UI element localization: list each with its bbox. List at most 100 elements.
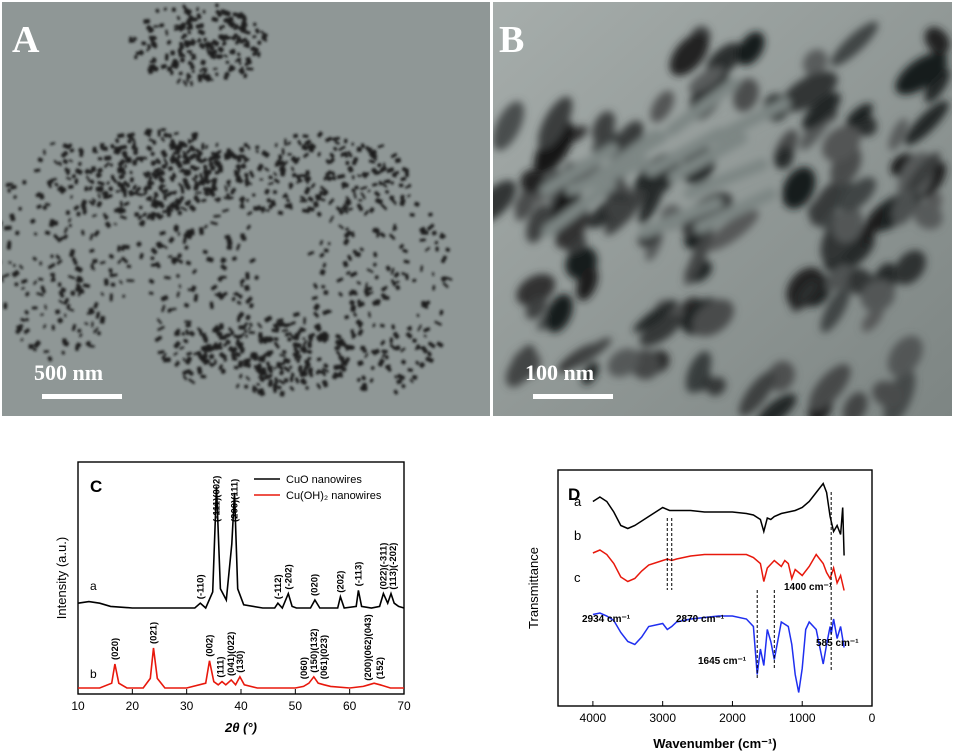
nanowire-particle bbox=[171, 307, 177, 311]
nanowire-particle bbox=[258, 332, 263, 339]
nanowire-particle bbox=[129, 191, 138, 196]
nanoparticle bbox=[830, 21, 879, 67]
nanowire-particle bbox=[28, 344, 34, 349]
nanowire-particle bbox=[20, 317, 26, 322]
nanowire-particle bbox=[57, 185, 64, 191]
nanowire-particle bbox=[206, 359, 211, 363]
nanowire-particle bbox=[243, 158, 250, 163]
nanowire-particle bbox=[126, 264, 132, 269]
nanowire-particle bbox=[63, 227, 68, 234]
nanowire-particle bbox=[322, 309, 331, 316]
nanowire-particle bbox=[288, 182, 293, 186]
nanowire-particle bbox=[383, 179, 391, 184]
nanoparticle bbox=[591, 131, 619, 153]
nanoparticle bbox=[607, 348, 640, 378]
nanowire-particle bbox=[338, 224, 344, 230]
ftir-series-line bbox=[592, 481, 845, 556]
nanowire-particle bbox=[391, 324, 396, 330]
nanowire-particle bbox=[66, 176, 72, 181]
nanowire-particle bbox=[66, 303, 71, 310]
nanowire-particle bbox=[185, 148, 192, 154]
nanowire-particle bbox=[237, 58, 242, 66]
nanowire-particle bbox=[356, 146, 362, 152]
nanowire-particle bbox=[158, 176, 166, 184]
nanowire-particle bbox=[134, 212, 140, 217]
nanowire-particle bbox=[367, 147, 373, 153]
nanowire-particle bbox=[117, 159, 126, 167]
nanowire-particle bbox=[386, 366, 392, 372]
nanowire-particle bbox=[275, 321, 283, 328]
nanowire-particle bbox=[163, 7, 167, 11]
panel-d-ftir-chart: D 4000 3000 2000 1000 0 2934 cm⁻¹ 2870 cm⁻¹ 14… bbox=[520, 440, 954, 756]
nanowire-particle bbox=[182, 375, 188, 381]
nanowire-particle bbox=[347, 207, 353, 211]
nanowire-particle bbox=[173, 26, 182, 31]
nanowire-particle bbox=[196, 7, 199, 12]
nanowire-particle bbox=[401, 383, 406, 389]
nanowire-particle bbox=[210, 284, 218, 291]
nanowire-particle bbox=[299, 199, 308, 203]
nanowire-particle bbox=[245, 40, 250, 48]
nanowire-particle bbox=[200, 374, 207, 379]
nanowire-particle bbox=[268, 181, 274, 186]
nanowire-particle bbox=[155, 158, 162, 165]
nanowire-particle bbox=[293, 312, 300, 317]
nanowire-particle bbox=[244, 172, 249, 178]
nanorod bbox=[539, 143, 619, 196]
nanowire-particle bbox=[10, 184, 17, 190]
nanowire-particle bbox=[178, 71, 183, 76]
nanowire-particle bbox=[298, 365, 303, 372]
nanoparticle bbox=[555, 206, 590, 249]
nanoparticle bbox=[860, 279, 896, 312]
nanowire-particle bbox=[311, 295, 318, 301]
nanowire-particle bbox=[356, 299, 361, 304]
nanowire-particle bbox=[240, 163, 247, 169]
nanowire-particle bbox=[7, 188, 11, 193]
nanowire-particle bbox=[179, 346, 185, 350]
nanowire-particle bbox=[233, 365, 239, 370]
nanowire-particle bbox=[191, 177, 198, 183]
nanowire-particle bbox=[380, 165, 387, 173]
nanowire-particle bbox=[95, 327, 99, 332]
x-tick-label-c: 60 bbox=[343, 699, 357, 713]
nanowire-particle bbox=[78, 333, 83, 338]
nanowire-particle bbox=[335, 350, 341, 357]
nanowire-particle bbox=[208, 158, 212, 162]
nanowire-particle bbox=[116, 181, 122, 188]
nanowire-particle bbox=[53, 160, 59, 165]
nanowire-particle bbox=[49, 142, 56, 146]
nanowire-particle bbox=[333, 146, 338, 151]
nanowire-particle bbox=[291, 172, 297, 178]
nanoparticle bbox=[755, 393, 797, 416]
nanoparticle bbox=[520, 169, 545, 194]
nanorod bbox=[694, 188, 777, 234]
nanowire-particle bbox=[148, 197, 153, 202]
nanowire-particle bbox=[400, 347, 406, 353]
nanowire-particle bbox=[231, 50, 236, 54]
nanowire-particle bbox=[99, 260, 106, 265]
nanowire-particle bbox=[67, 307, 75, 312]
nanowire-particle bbox=[273, 172, 278, 177]
nanowire-particle bbox=[156, 214, 163, 220]
panel-letter-b: B bbox=[499, 19, 525, 61]
nanowire-particle bbox=[366, 268, 374, 273]
nanowire-particle bbox=[150, 212, 157, 217]
nanowire-particle bbox=[432, 272, 435, 277]
nanowire-particle bbox=[379, 323, 385, 328]
nanowire-particle bbox=[160, 128, 167, 132]
nanowire-particle bbox=[360, 186, 368, 191]
nanowire-particle bbox=[226, 179, 232, 185]
nanowire-particle bbox=[48, 180, 54, 185]
nanowire-particle bbox=[249, 303, 254, 309]
panel-a-tem-image: A 500 nm bbox=[2, 2, 490, 416]
peak-label: (113)(-202) bbox=[388, 543, 399, 590]
nanowire-particle bbox=[157, 241, 164, 249]
nanowire-particle bbox=[218, 34, 224, 40]
nanowire-particle bbox=[55, 309, 61, 315]
nanoparticle bbox=[904, 100, 949, 146]
nanowire-particle bbox=[257, 390, 264, 396]
nanowire-particle bbox=[390, 181, 395, 185]
nanowire-particle bbox=[214, 198, 220, 203]
nanowire-particle bbox=[178, 53, 184, 58]
nanowire-particle bbox=[110, 143, 115, 149]
